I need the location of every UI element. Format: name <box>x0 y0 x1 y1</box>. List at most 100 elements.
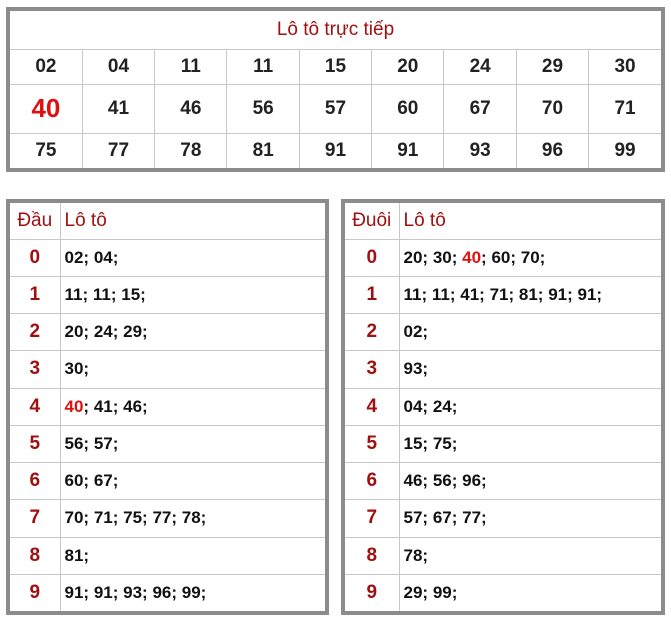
duoi-digit: 0 <box>345 238 400 277</box>
dau-digit: 6 <box>10 462 61 501</box>
dau-numbers: 70; 71; 75; 77; 78; <box>59 499 325 538</box>
dau-numbers: 11; 11; 15; <box>59 275 325 315</box>
separator: ; <box>171 582 182 602</box>
duoi-numbers: 78; <box>398 536 661 575</box>
separator: ; <box>421 284 432 304</box>
separator: ; <box>142 508 153 528</box>
lotto-number: 15 <box>121 284 141 304</box>
lotto-number: 11 <box>403 284 422 304</box>
duoi-numbers: 15; 75; <box>398 424 661 464</box>
separator: ; <box>171 508 182 528</box>
lotto-number: 70 <box>64 508 84 528</box>
separator: ; <box>112 247 119 267</box>
dau-numbers: 02; 04; <box>59 238 325 277</box>
title-row: Lô tô trực tiếp <box>10 11 661 50</box>
duoi-digit: 9 <box>345 573 400 611</box>
duoi-numbers: 46; 56; 96; <box>398 462 661 501</box>
dau-values-header: Lô tô <box>59 203 325 240</box>
duoi-row: 2 02; <box>345 313 661 352</box>
lotto-number: 96 <box>152 582 172 602</box>
duoi-row: 1 11; 11; 41; 71; 81; 91; 91; <box>345 275 661 315</box>
lotto-number: 40 <box>462 247 482 267</box>
lotto-number: 77 <box>81 132 156 168</box>
duoi-digit: 1 <box>345 275 400 315</box>
lotto-number: 11 <box>64 284 83 304</box>
dau-digit: 1 <box>10 275 61 315</box>
lotto-number: 75 <box>432 433 452 453</box>
lotto-number: 11 <box>92 284 111 304</box>
separator: ; <box>83 433 94 453</box>
duoi-row: 7 57; 67; 77; <box>345 499 661 538</box>
separator: ; <box>422 433 433 453</box>
separator: ; <box>83 359 90 379</box>
dau-numbers: 40; 41; 46; <box>59 387 325 426</box>
duoi-digit: 3 <box>345 350 400 389</box>
dau-numbers: 20; 24; 29; <box>59 313 325 352</box>
duoi-numbers: 93; <box>398 350 661 389</box>
lotto-number: 40 <box>10 83 83 134</box>
separator: ; <box>112 582 124 602</box>
duoi-digit: 2 <box>345 313 400 352</box>
lotto-number: 75 <box>10 132 83 168</box>
duoi-digit: 7 <box>345 499 400 538</box>
separator: ; <box>142 582 153 602</box>
duoi-row: 5 15; 75; <box>345 424 661 464</box>
duoi-numbers: 02; <box>398 313 661 352</box>
duoi-header-row: Đuôi Lô tô <box>345 203 661 240</box>
dau-numbers: 81; <box>59 536 325 575</box>
separator: ; <box>479 284 490 304</box>
lotto-number: 93 <box>403 359 423 379</box>
separator: ; <box>451 247 463 267</box>
dau-digit: 8 <box>10 536 61 575</box>
lotto-number: 11 <box>226 48 300 85</box>
duoi-table: Đuôi Lô tô 0 20; 30; 40; 60; 70; 1 11; 11; 41… <box>345 203 661 611</box>
lotto-number: 11 <box>154 48 228 85</box>
separator: ; <box>142 396 148 416</box>
separator: ; <box>510 247 521 267</box>
lotto-number: 24 <box>443 48 517 85</box>
panel-title: Lô tô trực tiếp <box>10 11 661 50</box>
separator: ; <box>567 284 578 304</box>
separator: ; <box>422 471 433 491</box>
duoi-row: 4 04; 24; <box>345 387 661 426</box>
separator: ; <box>142 322 148 342</box>
separator: ; <box>449 284 461 304</box>
lotto-number: 24 <box>93 322 113 342</box>
dau-digit: 4 <box>10 387 61 426</box>
lotto-number: 29 <box>515 48 590 85</box>
dau-digit: 5 <box>10 424 61 464</box>
lotto-number: 67 <box>93 471 113 491</box>
lotto-number: 41 <box>93 396 113 416</box>
duoi-numbers: 04; 24; <box>398 387 661 426</box>
number-row: 02 04 11 11 15 20 24 29 30 <box>10 48 661 85</box>
lotto-number: 46 <box>403 471 423 491</box>
duoi-panel: Đuôi Lô tô 0 20; 30; 40; 60; 70; 1 11; 11; 41… <box>341 199 665 615</box>
dau-header-row: Đầu Lô tô <box>10 203 325 240</box>
dau-row: 9 91; 91; 93; 96; 99; <box>10 573 325 611</box>
dau-row: 3 30; <box>10 350 325 389</box>
separator: ; <box>83 508 94 528</box>
dau-row: 6 60; 67; <box>10 462 325 501</box>
dau-numbers: 56; 57; <box>59 424 325 464</box>
lotto-number: 56 <box>432 471 452 491</box>
dau-table: Đầu Lô tô 0 02; 04; 1 11; 11; 15; 2 20; 24; 29;… <box>10 203 325 611</box>
lotto-number: 93 <box>123 582 143 602</box>
separator: ; <box>112 471 119 491</box>
lotto-number: 81 <box>518 284 538 304</box>
dau-row: 0 02; 04; <box>10 238 325 277</box>
separator: ; <box>200 508 207 528</box>
lotto-number: 81 <box>226 132 300 168</box>
lotto-number: 67 <box>432 508 452 528</box>
duoi-row: 6 46; 56; 96; <box>345 462 661 501</box>
separator: ; <box>422 359 429 379</box>
separator: ; <box>481 508 487 528</box>
lotto-number: 70 <box>520 247 540 267</box>
dau-digit: 3 <box>10 350 61 389</box>
duoi-digit: 4 <box>345 387 400 426</box>
lotto-number: 46 <box>154 83 228 134</box>
lotto-number: 02 <box>403 322 423 342</box>
number-row: 40 41 46 56 57 60 67 70 71 <box>10 83 661 134</box>
lotto-number: 57 <box>93 433 113 453</box>
dau-key-header: Đầu <box>10 203 61 240</box>
lotto-number: 30 <box>588 48 661 85</box>
